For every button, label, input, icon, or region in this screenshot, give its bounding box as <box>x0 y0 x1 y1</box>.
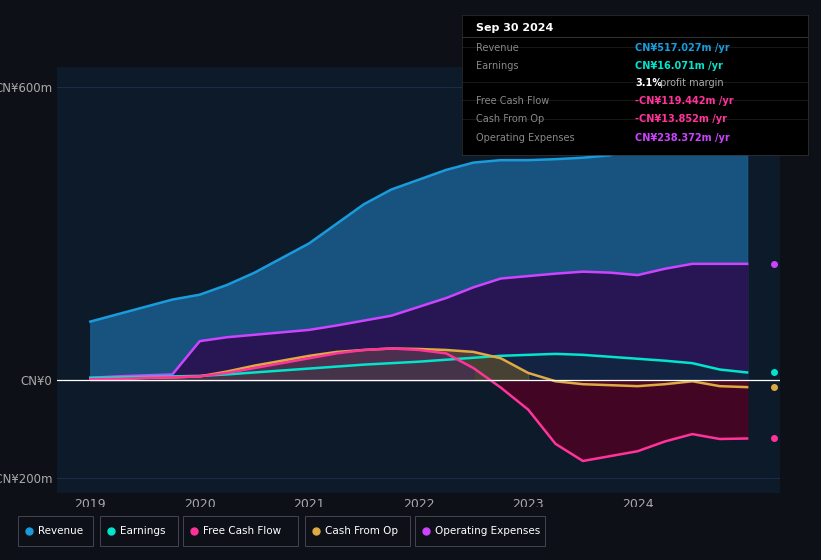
Text: Operating Expenses: Operating Expenses <box>476 133 575 143</box>
Text: Earnings: Earnings <box>120 526 166 536</box>
Text: Free Cash Flow: Free Cash Flow <box>476 96 549 106</box>
Text: Revenue: Revenue <box>476 43 519 53</box>
Text: Sep 30 2024: Sep 30 2024 <box>476 24 553 34</box>
Text: Cash From Op: Cash From Op <box>325 526 398 536</box>
Text: profit margin: profit margin <box>658 78 724 88</box>
Text: CN¥517.027m /yr: CN¥517.027m /yr <box>635 43 730 53</box>
Text: Operating Expenses: Operating Expenses <box>435 526 540 536</box>
Text: Cash From Op: Cash From Op <box>476 114 544 124</box>
Text: Earnings: Earnings <box>476 61 518 71</box>
Text: Free Cash Flow: Free Cash Flow <box>203 526 281 536</box>
Text: CN¥16.071m /yr: CN¥16.071m /yr <box>635 61 722 71</box>
Text: -CN¥119.442m /yr: -CN¥119.442m /yr <box>635 96 734 106</box>
Text: Revenue: Revenue <box>38 526 83 536</box>
Text: 3.1%: 3.1% <box>635 78 662 88</box>
Text: -CN¥13.852m /yr: -CN¥13.852m /yr <box>635 114 727 124</box>
Text: CN¥238.372m /yr: CN¥238.372m /yr <box>635 133 730 143</box>
